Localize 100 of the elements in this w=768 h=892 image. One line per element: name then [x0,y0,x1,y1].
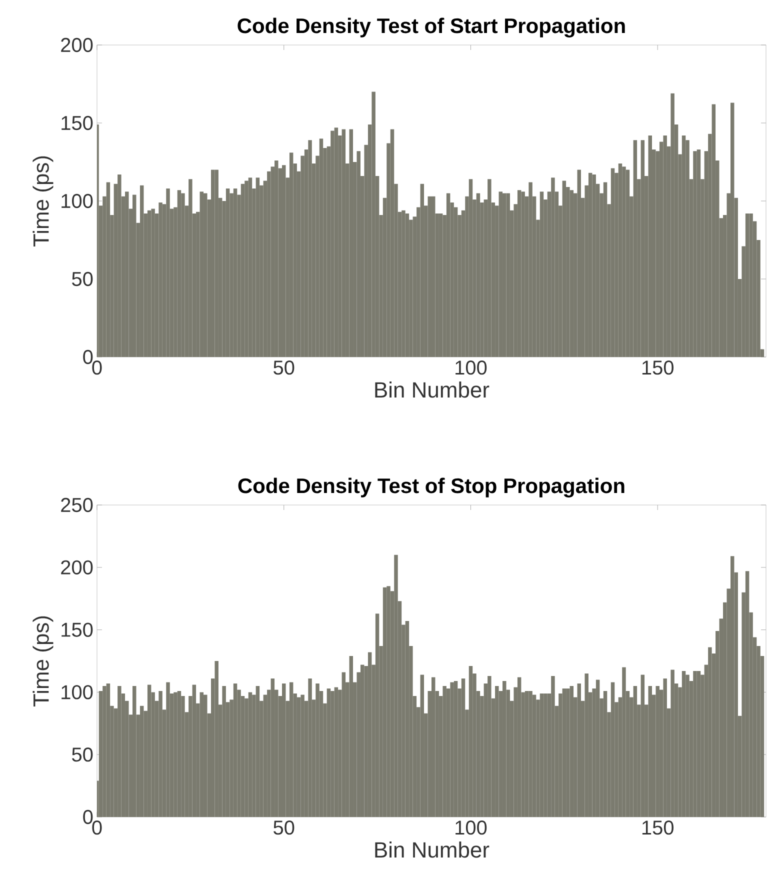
bar [296,697,301,817]
bar [640,674,645,817]
bar [188,179,192,357]
bar [488,676,492,817]
bar [233,683,238,817]
bar [502,193,506,357]
bar [488,179,492,357]
bar [405,213,410,357]
bar [495,686,499,817]
bar [125,192,129,357]
bar [368,652,372,817]
bar [712,104,716,357]
bar [118,174,122,357]
bar [745,571,750,817]
bar [682,670,686,817]
x-tick-label: 50 [274,360,294,375]
bar [656,686,660,817]
bar [502,680,506,817]
bar [596,680,600,817]
bar [708,647,712,817]
bar [450,682,454,817]
bar [640,140,645,357]
bar [382,587,387,817]
bar [256,178,260,357]
bar [106,683,110,817]
y-axis-title: Time (ps) [32,156,54,247]
x-tick-label: 150 [642,360,674,375]
x-tick-label: 100 [456,360,487,375]
bar [506,193,510,357]
bar [405,621,410,817]
bar [147,684,152,817]
bar [375,614,380,817]
bar [402,210,406,357]
bar [431,196,436,357]
bar [603,182,608,357]
y-tick-label: 50 [72,272,93,286]
bar [372,92,376,357]
x-tick-label: 50 [274,820,294,835]
bar [551,178,555,357]
bar [326,688,331,817]
bar [517,677,522,817]
bar [592,174,596,357]
bar [181,193,185,357]
bar [528,182,532,357]
y-tick-label: 0 [83,810,93,824]
bar [603,690,608,817]
bar [745,213,750,357]
bar [570,190,574,357]
bar [140,706,144,817]
x-axis-title: Bin Number [375,842,490,858]
bar [610,682,615,817]
bar [132,686,136,817]
bar [648,686,652,817]
bar [670,93,674,357]
x-axis-title: Bin Number [375,382,490,398]
bar [431,677,436,817]
bar [696,670,701,817]
bar [577,683,581,817]
bar [696,150,701,357]
bar [248,178,252,357]
bar [566,688,570,817]
bar [498,192,503,357]
bar [428,196,432,357]
bar [132,194,136,357]
bar [222,686,226,817]
bar [214,660,218,817]
bar [342,672,346,817]
x-tick-label: 0 [92,360,102,375]
bar [106,182,110,357]
bar [270,678,275,817]
chart-title: Code Density Test of Stop Propagation [238,478,624,498]
bar [214,170,218,357]
bar [438,213,443,357]
bar [204,694,208,817]
bar [461,678,466,817]
bar [200,192,204,357]
bar [158,202,162,357]
bar [226,188,230,357]
bar [177,190,182,357]
bar [330,690,334,817]
bar [532,694,536,817]
bar [334,128,338,357]
bar [289,682,294,817]
y-tick-label: 0 [83,350,93,364]
bar [151,208,155,357]
bar [468,666,473,817]
bar [521,192,525,357]
bar [562,688,566,817]
bar [476,193,480,357]
bar [256,686,260,817]
bar [442,686,446,817]
bar [588,172,592,357]
bar [618,164,622,357]
bar [551,676,555,817]
bar [468,179,473,357]
bar [663,678,667,817]
bar [158,690,162,817]
y-axis-title: Time (ps) [32,616,54,707]
bar [319,138,324,357]
bar [233,188,238,357]
